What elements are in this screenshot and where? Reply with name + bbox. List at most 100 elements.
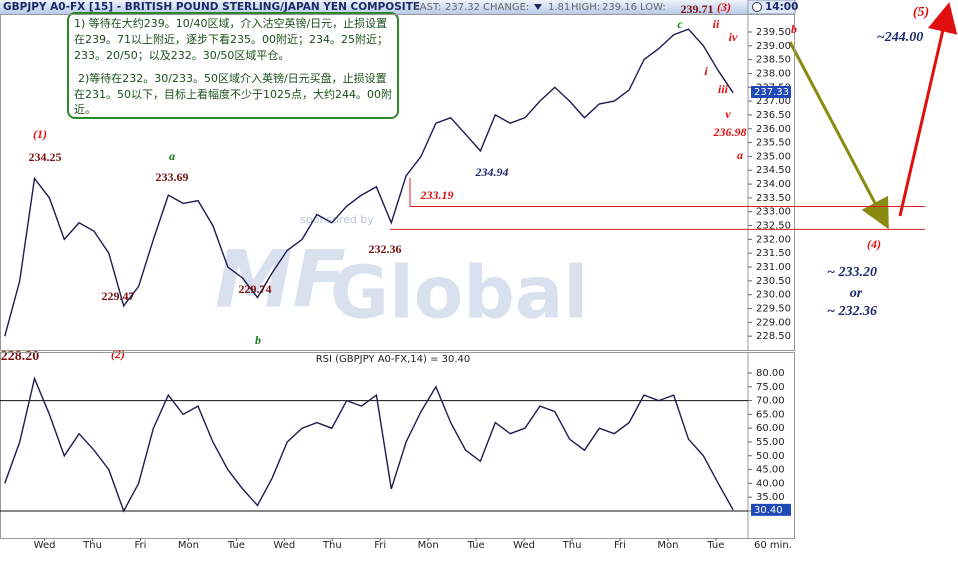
x-tick-label: Fri xyxy=(135,540,147,551)
wave-annotation: b xyxy=(791,22,797,36)
wave-annotation: or xyxy=(850,286,863,301)
x-tick-label: Wed xyxy=(34,540,56,551)
y-tick-label: 45.00 xyxy=(756,465,785,476)
down-arrow-projection xyxy=(788,41,889,230)
y-tick-label: 80.00 xyxy=(756,368,785,379)
up-arrow-projection xyxy=(898,2,958,217)
y-tick-label: 230.00 xyxy=(756,290,791,301)
wave-annotation: b xyxy=(255,333,261,347)
wave-annotation: iii xyxy=(718,82,729,96)
y-tick-label: 237.00 xyxy=(756,96,791,107)
wave-annotation: 229.74 xyxy=(239,282,272,296)
wave-annotation: c xyxy=(677,17,683,31)
wave-annotation: ~ 233.20 xyxy=(827,265,877,280)
y-tick-label: 238.50 xyxy=(756,55,791,66)
last-marker-label: 30.40 xyxy=(754,505,783,516)
last-label: LAST: xyxy=(414,2,441,13)
y-tick-label: 230.50 xyxy=(756,276,791,287)
y-tick-label: 35.00 xyxy=(756,492,785,503)
note-line: 在231。50以下，目标上看幅度不少于1025点，大约244。00附 xyxy=(74,87,392,101)
wave-annotation: 233.19 xyxy=(420,188,454,202)
y-tick-label: 234.00 xyxy=(756,179,791,190)
note-line: 在239。71以上附近，逐步下看235。00附近；234。25附近； xyxy=(74,32,388,46)
down-arrow xyxy=(534,4,542,10)
x-tick-label: Fri xyxy=(374,540,386,551)
y-tick-label: 70.00 xyxy=(756,396,785,407)
x-tick-label: Mon xyxy=(418,540,439,551)
price-line xyxy=(4,28,734,337)
wave-annotation: 239.71 xyxy=(681,2,714,16)
y-tick-label: 55.00 xyxy=(756,437,785,448)
last-marker xyxy=(751,503,791,516)
y-tick-label: 236.50 xyxy=(756,110,791,121)
y-tick-label: 235.50 xyxy=(756,138,791,149)
wave-annotation: 236.98 xyxy=(713,125,747,139)
change-value: 1.81 xyxy=(548,2,570,13)
last-marker xyxy=(751,85,791,98)
wave-annotation: v xyxy=(725,107,731,121)
y-tick-label: 233.50 xyxy=(756,193,791,204)
header-title: GBPJPY A0-FX [15] - BRITISH POUND STERLI… xyxy=(3,1,420,13)
note-line: 1) 等待在大约239。10/40区域，介入沽空英镑/日元，止损设置 xyxy=(74,16,387,30)
x-tick-label: Mon xyxy=(178,540,199,551)
wave-annotation: (1) xyxy=(33,127,47,141)
note-line: 233。20/50；以及232。30/50区域平仓。 xyxy=(74,48,289,62)
last-value: 237.32 xyxy=(445,2,480,13)
note-frame xyxy=(67,12,399,119)
rsi-title: RSI (GBPJPY A0-FX,14) = 30.40 xyxy=(316,354,471,365)
sponsor: sponsored by xyxy=(300,213,374,226)
wave-annotation: a xyxy=(737,148,743,162)
panel-frame xyxy=(0,14,795,351)
y-tick-label: 232.00 xyxy=(756,234,791,245)
wave-annotation: 233.69 xyxy=(156,170,189,184)
x-tick-label: Thu xyxy=(562,540,582,551)
rsi-title-bg xyxy=(282,353,504,365)
x-tick-label: Wed xyxy=(513,540,535,551)
wave-annotation: i xyxy=(704,64,708,78)
x-tick-label: Fri xyxy=(614,540,626,551)
y-tick-label: 231.00 xyxy=(756,262,791,273)
change-label: CHANGE: xyxy=(483,2,529,13)
y-tick-label: 228.50 xyxy=(756,331,791,342)
y-tick-label: 232.50 xyxy=(756,221,791,232)
wave-annotation: 228.20 xyxy=(1,349,40,364)
note-line: 近。 xyxy=(74,103,96,116)
y-tick-label: 60.00 xyxy=(756,423,785,434)
watermark-name: Global xyxy=(330,251,588,335)
x-tick-label: Thu xyxy=(82,540,102,551)
last-marker-label: 237.33 xyxy=(754,87,789,98)
wave-annotation: (5) xyxy=(913,5,929,20)
y-tick-label: 231.50 xyxy=(756,248,791,259)
wave-annotation: ii xyxy=(713,17,720,31)
x-tick-label: Tue xyxy=(706,540,724,551)
y-tick-label: 235.00 xyxy=(756,151,791,162)
x-tick-label: Mon xyxy=(657,540,678,551)
x-tick-label: Tue xyxy=(467,540,485,551)
high-value: 239.16 xyxy=(602,2,637,13)
clock-icon xyxy=(752,2,762,12)
y-tick-label: 65.00 xyxy=(756,409,785,420)
y-tick-label: 75.00 xyxy=(756,382,785,393)
x-tick-label: Thu xyxy=(322,540,342,551)
header-bar xyxy=(0,0,795,14)
x-axis-unit: 60 min. xyxy=(754,540,792,551)
wave-annotation: (2) xyxy=(111,347,125,361)
y-tick-label: 238.00 xyxy=(756,68,791,79)
x-tick-label: Tue xyxy=(227,540,245,551)
y-tick-label: 40.00 xyxy=(756,478,785,489)
wave-annotation: 234.94 xyxy=(475,165,509,179)
time: 14:00 xyxy=(765,1,798,13)
wave-annotation: 229.47 xyxy=(102,289,135,303)
wave-annotation: 232.36 xyxy=(369,242,402,256)
y-tick-label: 236.00 xyxy=(756,124,791,135)
high-label: HIGH: xyxy=(571,2,600,13)
wave-annotation: ~244.00 xyxy=(877,30,923,45)
panel-frame xyxy=(0,352,795,539)
wave-annotation: ~ 232.36 xyxy=(827,304,877,319)
y-tick-label: 234.50 xyxy=(756,165,791,176)
wave-annotation: (3) xyxy=(717,0,731,14)
y-tick-label: 239.00 xyxy=(756,41,791,52)
wave-annotation: iv xyxy=(729,30,738,44)
low-label: LOW: xyxy=(640,2,666,13)
